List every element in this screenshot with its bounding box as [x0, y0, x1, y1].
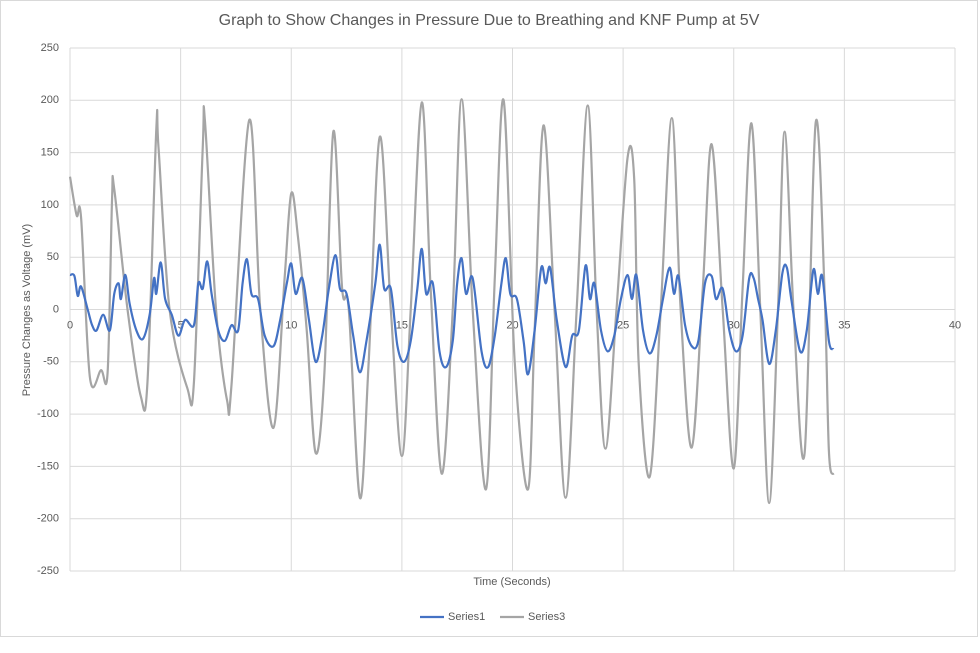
chart-border: [0, 0, 978, 637]
y-tick-label: 0: [53, 303, 59, 315]
x-axis-title: Time (Seconds): [473, 576, 550, 588]
x-tick-label: 10: [285, 319, 297, 331]
y-tick-label: -50: [43, 356, 59, 368]
y-tick-label: 200: [41, 94, 59, 106]
x-tick-label: 30: [728, 319, 740, 331]
y-tick-label: 150: [41, 147, 59, 159]
y-tick-label: -100: [37, 408, 59, 420]
line-series: [68, 98, 835, 505]
y-tick-label: 100: [41, 199, 59, 211]
legend-label: Series1: [448, 611, 485, 623]
line-series: [69, 243, 835, 376]
y-tick-label: -200: [37, 513, 59, 525]
legend-label: Series3: [528, 611, 565, 623]
x-tick-label: 15: [396, 319, 408, 331]
x-tick-label: 40: [949, 319, 961, 331]
x-tick-label: 5: [178, 319, 184, 331]
x-tick-label: 35: [838, 319, 850, 331]
y-axis-title: Pressure Changes as Voltage (mV): [21, 224, 33, 396]
chart-title: Graph to Show Changes in Pressure Due to…: [219, 12, 760, 29]
x-tick-label: 25: [617, 319, 629, 331]
y-tick-label: 50: [47, 251, 59, 263]
y-tick-label: -150: [37, 460, 59, 472]
y-tick-label: 250: [41, 42, 59, 54]
x-tick-label: 0: [67, 319, 73, 331]
y-tick-label: -250: [37, 565, 59, 577]
